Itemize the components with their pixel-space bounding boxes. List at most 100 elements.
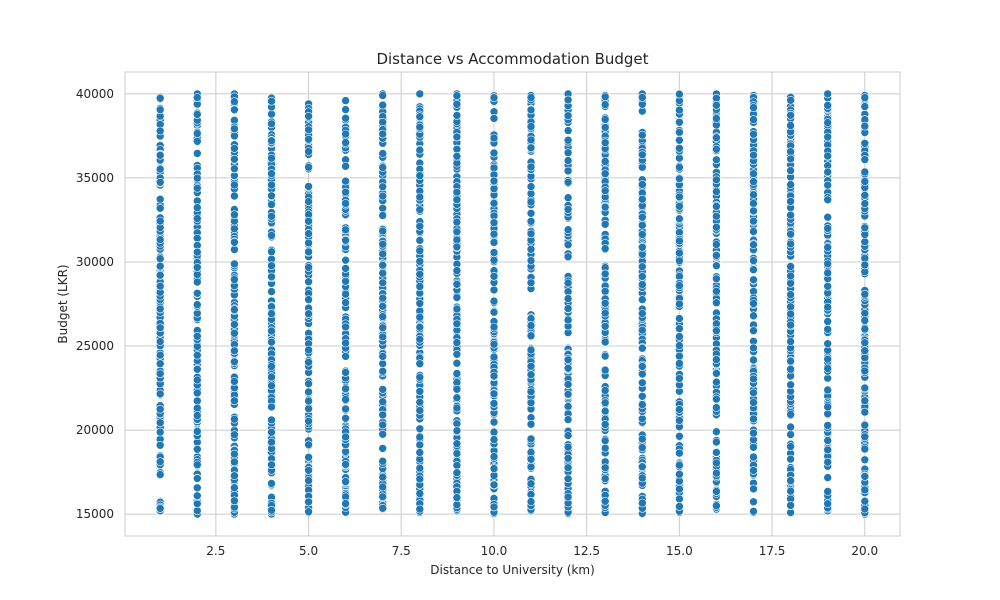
scatter-point <box>230 471 239 481</box>
scatter-point <box>823 385 833 395</box>
scatter-point <box>378 420 388 430</box>
scatter-point <box>563 193 573 202</box>
scatter-point <box>563 315 573 325</box>
scatter-point <box>749 150 758 160</box>
scatter-point <box>378 191 388 201</box>
scatter-point <box>600 351 610 361</box>
scatter-point <box>304 277 313 287</box>
scatter-point <box>823 224 833 233</box>
scatter-point <box>230 414 239 424</box>
scatter-point <box>749 466 758 475</box>
scatter-point <box>860 308 870 318</box>
scatter-point <box>415 236 425 245</box>
scatter-point <box>786 442 795 451</box>
scatter-point <box>193 93 202 102</box>
scatter-point <box>415 440 425 450</box>
scatter-point <box>600 365 610 375</box>
scatter-point <box>193 129 202 138</box>
scatter-point <box>341 352 350 361</box>
scatter-point <box>193 300 202 309</box>
scatter-point <box>563 178 573 187</box>
scatter-point <box>526 490 536 499</box>
scatter-point <box>378 301 388 311</box>
scatter-point <box>489 248 499 257</box>
scatter-point <box>637 130 647 140</box>
scatter-point <box>489 371 499 381</box>
scatter-point <box>267 287 276 296</box>
scatter-point <box>155 178 165 187</box>
scatter-point <box>563 355 573 365</box>
chart-title: Distance vs Accommodation Budget <box>376 50 648 68</box>
y-tick-label: 40000 <box>76 87 114 101</box>
scatter-point <box>193 427 202 436</box>
scatter-point <box>675 248 684 258</box>
scatter-point <box>193 499 202 508</box>
scatter-point <box>489 133 499 143</box>
scatter-point <box>230 259 239 269</box>
scatter-point <box>600 398 610 408</box>
scatter-point <box>786 262 795 271</box>
scatter-point <box>193 506 202 516</box>
scatter-point <box>600 420 610 429</box>
scatter-point <box>600 138 610 147</box>
scatter-point <box>155 204 165 213</box>
scatter-point <box>155 323 165 333</box>
scatter-point <box>304 507 313 517</box>
scatter-point <box>526 345 536 355</box>
scatter-point <box>230 245 239 254</box>
scatter-point <box>267 415 276 425</box>
scatter-point <box>712 211 721 221</box>
scatter-point <box>341 96 350 105</box>
scatter-point <box>378 397 388 407</box>
scatter-point <box>786 454 795 464</box>
scatter-point <box>675 374 684 383</box>
scatter-point <box>563 363 573 373</box>
scatter-point <box>230 210 239 219</box>
scatter-point <box>675 460 684 470</box>
scatter-point <box>452 449 462 458</box>
scatter-point <box>786 501 795 510</box>
scatter-point <box>378 249 388 259</box>
scatter-point <box>489 184 499 194</box>
scatter-point <box>155 504 165 513</box>
scatter-point <box>155 418 165 428</box>
scatter-point <box>230 97 239 106</box>
scatter-point <box>600 169 610 178</box>
scatter-point <box>267 437 276 447</box>
scatter-point <box>860 407 870 417</box>
scatter-point <box>193 411 202 420</box>
scatter-point <box>823 473 833 482</box>
scatter-point <box>526 419 536 429</box>
scatter-point <box>341 404 350 414</box>
scatter-point <box>489 238 499 247</box>
scatter-point <box>155 194 165 204</box>
scatter-point <box>415 269 425 279</box>
scatter-point <box>415 424 425 434</box>
scatter-point <box>193 396 202 406</box>
scatter-point <box>230 180 239 190</box>
scatter-point <box>489 255 499 265</box>
scatter-point <box>637 212 647 222</box>
scatter-point <box>489 229 499 239</box>
scatter-point <box>230 483 239 493</box>
scatter-point <box>749 374 758 384</box>
scatter-point <box>378 482 388 492</box>
scatter-point <box>637 391 647 401</box>
scatter-point <box>860 289 870 299</box>
scatter-point <box>712 261 721 271</box>
scatter-point <box>452 132 462 142</box>
scatter-point <box>823 364 833 373</box>
scatter-point <box>563 474 573 484</box>
scatter-point <box>675 324 684 333</box>
scatter-point <box>341 225 350 235</box>
scatter-point <box>341 138 350 147</box>
scatter-point <box>304 147 313 156</box>
scatter-point <box>526 454 536 464</box>
scatter-point <box>749 326 758 336</box>
scatter-point <box>860 102 870 111</box>
scatter-point <box>675 202 684 211</box>
x-tick-label: 5.0 <box>299 544 318 558</box>
scatter-point <box>675 118 684 127</box>
scatter-point <box>230 154 239 164</box>
scatter-point <box>378 226 388 236</box>
